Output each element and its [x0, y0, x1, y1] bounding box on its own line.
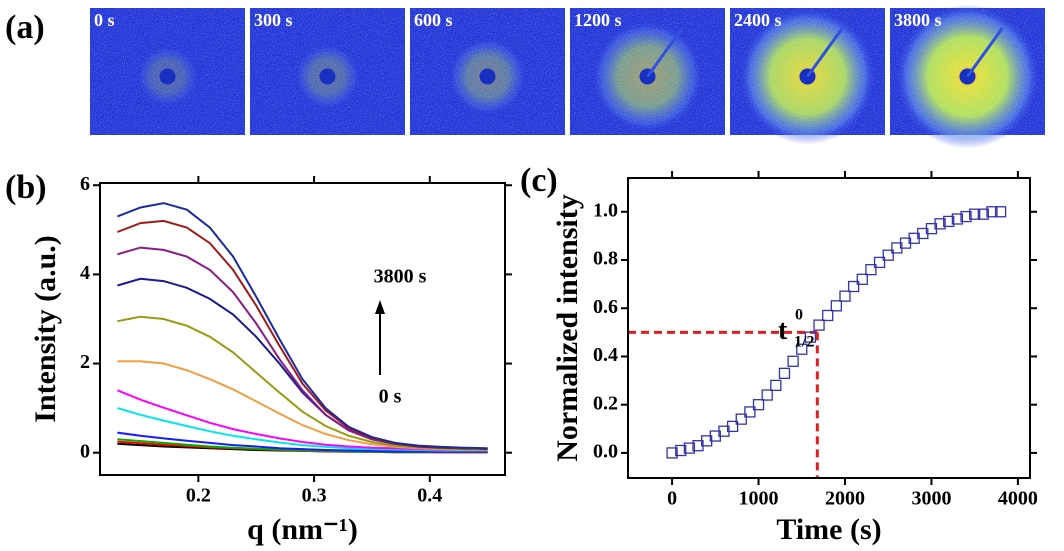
pattern-image: 3800 s: [890, 4, 1045, 149]
beam-stop-arm: [966, 27, 1004, 78]
y-tick-label: 4: [80, 262, 90, 284]
data-point: [666, 447, 678, 459]
pattern-image: 2400 s: [730, 8, 885, 145]
annotation: 3800 s: [374, 266, 427, 288]
annotation-scripts: 0 1/2: [794, 307, 814, 351]
data-line: [117, 202, 488, 450]
data-point: [865, 263, 877, 276]
y-tick-label: 0.8: [593, 248, 618, 270]
y-tick-label: 6: [80, 173, 90, 195]
x-tick-label: 0.3: [302, 485, 327, 507]
data-point: [813, 319, 825, 331]
y-tick-label: 0.0: [593, 441, 618, 463]
plot-frame: [627, 177, 1031, 479]
data-point: [752, 399, 765, 411]
pattern-image: 300 s: [250, 8, 405, 135]
x-tick-label: 4000: [998, 488, 1038, 510]
pattern-image: 600 s: [410, 8, 565, 135]
data-line: [117, 389, 488, 451]
annotation: 0 s: [379, 386, 402, 408]
x-tick-label: 2000: [825, 488, 865, 510]
y-axis-label: Normalized intensity: [551, 194, 584, 461]
image-label: 300 s: [254, 10, 293, 30]
x-tick-label: 0.2: [186, 485, 211, 507]
data-point: [726, 420, 739, 433]
panel-label: (b): [5, 169, 47, 206]
data-point: [986, 206, 998, 218]
data-point: [847, 280, 860, 293]
arrow-head: [375, 300, 385, 314]
data-point: [951, 213, 964, 225]
annotation-sup: 0: [795, 307, 803, 324]
y-tick-label: 2: [80, 351, 90, 373]
data-point: [761, 389, 773, 401]
beam-stop-arm: [646, 27, 684, 78]
beam-stop: [479, 68, 496, 85]
data-point: [977, 208, 989, 220]
data-point: [994, 206, 1007, 218]
beam-stop: [159, 68, 176, 85]
data-line: [117, 246, 488, 450]
y-axis-label: Intensity (a.u.): [29, 235, 62, 423]
y-tick-label: 1.0: [593, 199, 618, 221]
data-point: [770, 379, 782, 392]
data-point: [744, 406, 756, 418]
data-point: [882, 249, 894, 261]
data-point: [804, 331, 817, 343]
data-point: [969, 208, 981, 220]
pattern-image: 0 s: [90, 8, 245, 135]
annotation-main: t: [778, 315, 788, 346]
beam-stop-arm: [806, 27, 844, 78]
data-point: [778, 367, 791, 379]
data-point: [822, 309, 834, 322]
data-point: [683, 442, 696, 454]
pattern-image: 1200 s: [570, 8, 725, 135]
image-label: 2400 s: [734, 10, 782, 30]
beam-stop: [319, 68, 336, 85]
data-point: [960, 210, 972, 223]
data-line: [117, 431, 488, 453]
data-point: [839, 290, 851, 302]
data-point: [675, 444, 687, 457]
annotation: t: [778, 315, 788, 346]
y-tick-label: 0.2: [593, 392, 618, 414]
y-tick-label: 0: [80, 440, 90, 462]
x-tick-label: 3000: [911, 488, 951, 510]
image-label: 3800 s: [894, 10, 942, 30]
data-point: [787, 355, 799, 367]
plot-frame: [99, 182, 506, 476]
data-line: [117, 219, 488, 450]
panel-label: (c): [520, 162, 558, 199]
data-point: [943, 215, 955, 228]
x-tick-label: 0.4: [417, 485, 442, 507]
data-point: [830, 300, 842, 312]
x-axis-label: Time (s): [776, 513, 881, 546]
data-point: [873, 256, 886, 269]
data-point: [856, 273, 868, 285]
data-point: [735, 413, 747, 425]
data-point: [796, 343, 808, 355]
image-label: 600 s: [414, 10, 453, 30]
y-tick-label: 0.6: [593, 296, 618, 318]
x-tick-label: 1000: [739, 488, 779, 510]
data-line: [117, 360, 488, 451]
image-label: 0 s: [94, 10, 115, 30]
y-tick-label: 0.4: [593, 344, 618, 366]
annotation-sub: 1/2: [794, 334, 814, 351]
x-tick-label: 0: [667, 488, 677, 510]
panel-label: (a): [5, 9, 45, 46]
x-axis-label: q (nm⁻¹): [247, 513, 358, 546]
image-label: 1200 s: [574, 10, 622, 30]
data-point: [934, 218, 946, 230]
